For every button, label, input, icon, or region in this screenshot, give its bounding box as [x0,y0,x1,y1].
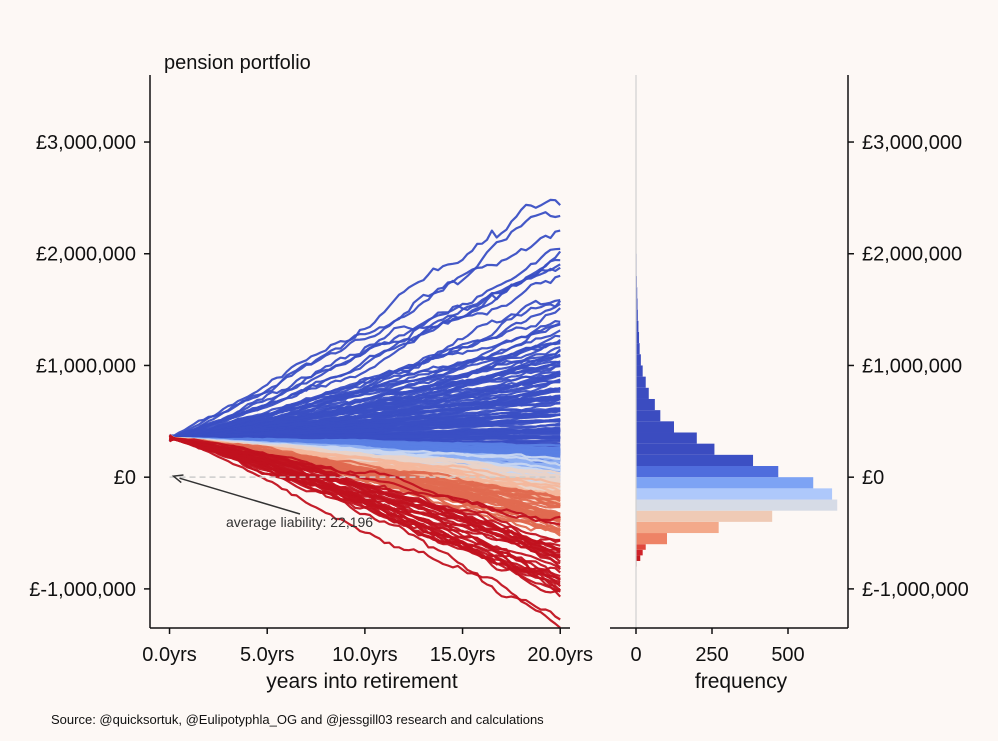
portfolio-path [169,211,561,440]
histogram-bar [636,398,655,411]
portfolio-path [169,424,561,441]
portfolio-path [168,434,561,588]
right-y-ticks: £3,000,000 £2,000,000 £1,000,000 £0 £-1,000,… [848,132,969,601]
histogram-bar [636,387,649,399]
histogram-x-tick-label: 250 [695,644,728,666]
x-axis-label: years into retirement [266,670,458,693]
portfolio-path [169,438,562,598]
histogram-bar [636,544,646,550]
y-tick-label: £2,000,000 [36,244,136,266]
histogram-bar [636,410,661,422]
portfolio-path [169,334,561,440]
annotation-arrowhead [171,474,184,484]
x-ticks: 0.0yrs 5.0yrs 10.0yrs 15.0yrs 20.0yrs [142,628,593,666]
histogram-bar [636,309,638,321]
right-y-tick-label: £3,000,000 [862,132,962,154]
histogram-bar [636,287,638,299]
y-tick-label: £3,000,000 [36,132,136,154]
portfolio-path [169,437,561,545]
histogram-bars [636,253,838,567]
portfolio-path [169,258,561,439]
histogram-bar [636,331,640,344]
portfolio-path [169,229,561,439]
histogram-bar [636,298,638,310]
histogram-bar [636,549,643,556]
portfolio-path [169,437,561,585]
average-liability-annotation: average liability: 22,196 [171,474,373,530]
histogram-x-ticks: 0 250 500 [630,628,805,666]
x-tick-label: 5.0yrs [240,644,294,666]
histogram-bar [636,477,814,489]
histogram-bar [636,421,674,433]
histogram-x-tick-label: 0 [630,644,641,666]
simulated-paths [168,198,562,629]
y-tick-label: £-1,000,000 [29,579,136,601]
histogram-bar [636,320,639,332]
histogram-x-tick-label: 500 [771,644,804,666]
y-tick-label: £1,000,000 [36,355,136,377]
portfolio-path [169,263,561,439]
right-y-tick-label: £1,000,000 [862,355,962,377]
portfolio-path [169,198,561,437]
portfolio-path [169,302,561,441]
right-y-tick-label: £0 [862,467,884,489]
portfolio-path [169,274,561,439]
source-note: Source: @quicksortuk, @Eulipotyphla_OG a… [51,712,544,727]
chart-title: pension portfolio [164,52,311,74]
portfolio-path [168,354,561,442]
histogram-bar [636,343,640,355]
histogram-bar [636,521,719,534]
frequency-histogram: £3,000,000 £2,000,000 £1,000,000 £0 £-1,000,… [610,75,969,693]
histogram-x-axis-label: frequency [695,670,788,693]
portfolio-path [168,435,561,629]
histogram-bar [636,499,838,511]
histogram-bar [636,365,643,377]
left-y-ticks: £3,000,000 £2,000,000 £1,000,000 £0 £-1,000,… [29,132,150,601]
histogram-bar [636,443,715,455]
x-tick-label: 10.0yrs [332,644,398,666]
histogram-bar [636,466,779,478]
x-tick-label: 0.0yrs [142,644,196,666]
right-y-tick-label: £2,000,000 [862,244,962,266]
annotation-arrow [179,477,301,515]
y-tick-label: £0 [114,467,136,489]
x-tick-label: 20.0yrs [527,644,593,666]
histogram-bar [636,510,773,522]
histogram-bar [636,376,646,388]
histogram-bar [636,354,641,366]
histogram-bar [636,533,668,545]
x-tick-label: 15.0yrs [430,644,496,666]
histogram-bar [636,488,833,500]
histogram-bar [636,555,641,561]
portfolio-paths-plot: £3,000,000 £2,000,000 £1,000,000 £0 £-1,000,… [29,52,593,693]
right-y-tick-label: £-1,000,000 [862,579,969,601]
histogram-bar [636,432,697,444]
annotation-text: average liability: 22,196 [226,514,373,530]
histogram-bar [636,454,754,467]
